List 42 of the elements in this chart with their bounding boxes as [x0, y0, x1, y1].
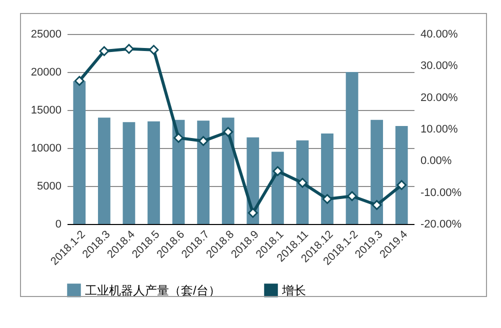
point — [396, 180, 407, 190]
point — [198, 136, 208, 146]
bar — [370, 120, 384, 224]
point — [124, 44, 134, 54]
bar — [296, 140, 309, 224]
point — [272, 166, 283, 176]
y2-tick-label: 40.00% — [420, 28, 458, 40]
y2-tick-label: 10.00% — [420, 124, 458, 136]
y2-tick-label: 30.00% — [420, 60, 458, 72]
bar — [122, 122, 136, 224]
point — [248, 208, 258, 218]
bar — [346, 72, 358, 224]
y2-tick-label: 0.00% — [420, 155, 452, 168]
bar — [395, 126, 408, 224]
point — [347, 191, 357, 202]
bar — [148, 121, 160, 224]
point — [99, 46, 110, 56]
legend-label: 增长 — [281, 283, 306, 298]
bar — [321, 134, 334, 224]
point — [372, 200, 382, 210]
point — [298, 178, 308, 188]
bar — [271, 152, 284, 224]
y2-tick-label: 20.00% — [420, 92, 458, 104]
bar — [73, 81, 86, 224]
point — [174, 132, 184, 143]
y-tick-label: 0 — [55, 218, 62, 230]
y-tick-label: 25000 — [30, 28, 62, 40]
legend-label: 工业机器人产量（套/台） — [85, 283, 220, 298]
y-tick-label: 5000 — [37, 180, 62, 192]
bar — [222, 118, 234, 224]
y-tick-label: 15000 — [30, 104, 62, 116]
point — [148, 44, 159, 55]
bar — [197, 120, 210, 224]
bar — [172, 120, 185, 224]
bar — [98, 118, 110, 224]
point — [322, 194, 332, 204]
point — [223, 126, 234, 137]
point — [74, 76, 84, 86]
y-tick-label: 20000 — [30, 66, 62, 78]
y2-tick-label: -20.00% — [420, 218, 462, 230]
y2-tick-label: -10.00% — [420, 186, 462, 199]
y-tick-label: 10000 — [30, 142, 62, 154]
